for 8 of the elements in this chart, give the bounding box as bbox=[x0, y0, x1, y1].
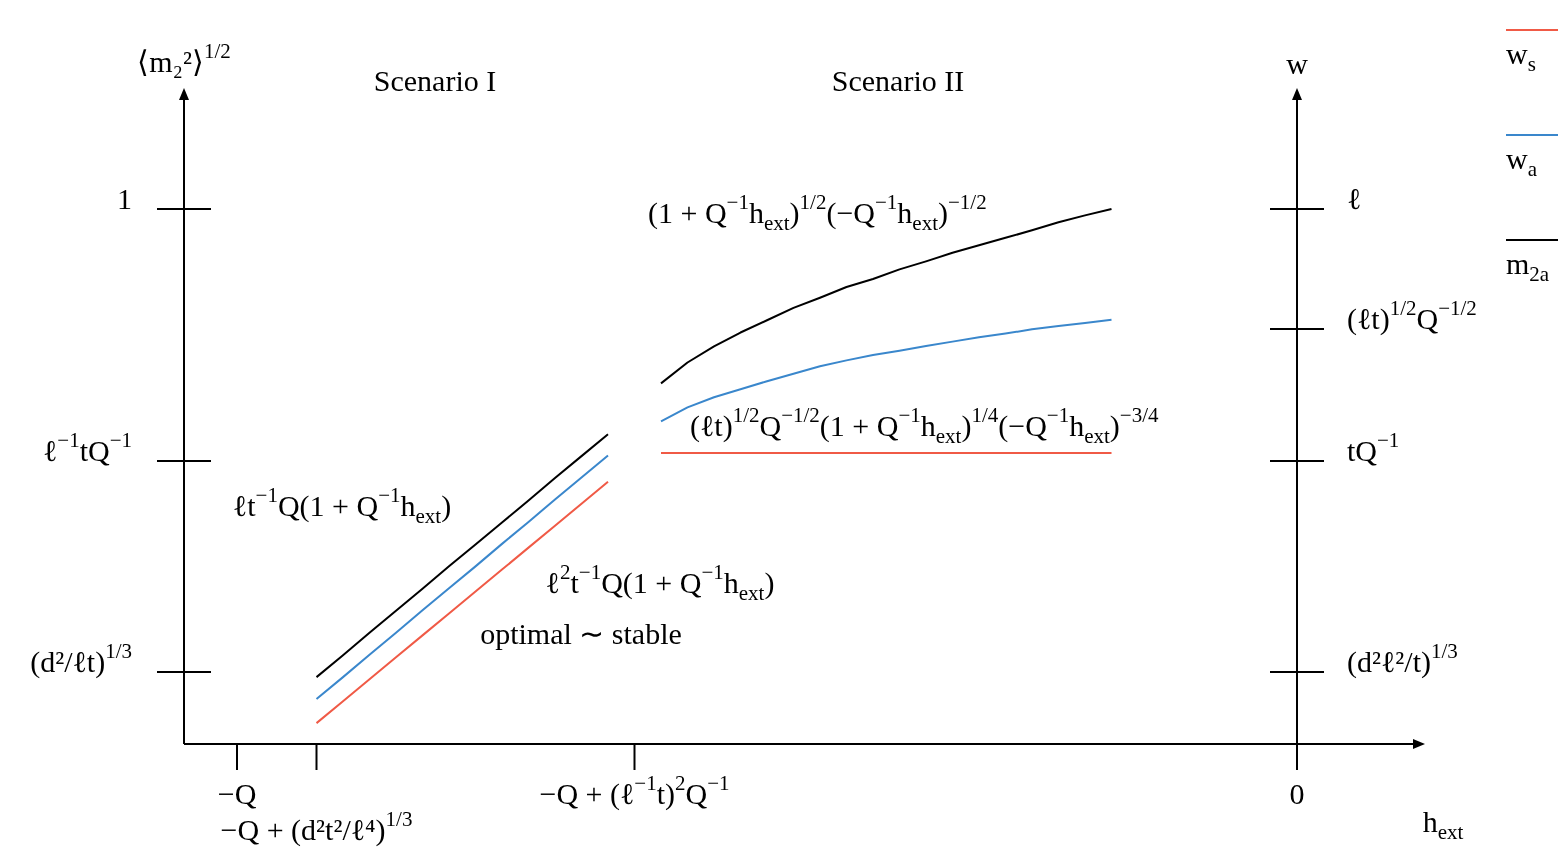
text: Scenario II bbox=[831, 63, 965, 97]
text: Scenario I bbox=[373, 63, 497, 97]
annotation: ℓ bbox=[1347, 181, 1362, 215]
y2-axis-title: w bbox=[1286, 46, 1309, 80]
x-tick-label: 0 bbox=[1289, 776, 1305, 810]
text: 1 bbox=[117, 181, 132, 215]
annotation: optimal ∼ stable bbox=[480, 616, 682, 650]
x-tick-label: −Q bbox=[217, 776, 257, 810]
